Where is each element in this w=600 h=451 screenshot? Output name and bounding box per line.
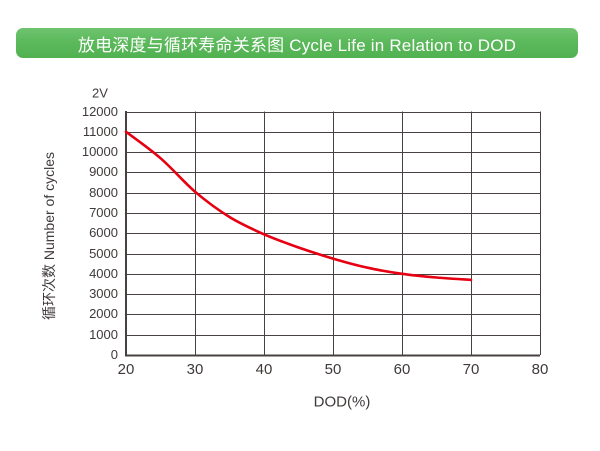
x-tick-label: 20: [117, 361, 135, 378]
y-tick-label: 6000: [89, 225, 118, 241]
y-tick-label: 4000: [89, 265, 118, 281]
x-tick-label: 60: [393, 361, 411, 378]
y-tick-label: 1000: [89, 326, 118, 342]
x-tick-label: 40: [255, 361, 273, 378]
grid-lines: [126, 111, 541, 356]
y-tick-label: 8000: [89, 184, 118, 200]
y-tick-label: 7000: [89, 204, 118, 220]
y-tick-label: 9000: [89, 164, 118, 180]
y-tick-label: 12000: [81, 103, 118, 119]
cycle-life-curve: [124, 130, 473, 282]
title-banner: 放电深度与循环寿命关系图 Cycle Life in Relation to D…: [16, 28, 578, 58]
series-voltage-label: 2V: [92, 85, 108, 101]
y-tick-label: 10000: [81, 144, 118, 160]
x-tick-label: 50: [324, 361, 342, 378]
axis-lines: [125, 111, 540, 357]
x-axis-title: DOD(%): [313, 393, 371, 411]
y-tick-label: 5000: [89, 245, 118, 261]
page-title: 放电深度与循环寿命关系图 Cycle Life in Relation to D…: [77, 35, 517, 55]
x-tick-label: 70: [462, 361, 480, 378]
y-tick-label: 11000: [82, 123, 118, 139]
x-tick-label: 30: [186, 361, 204, 378]
y-tick-label: 2000: [89, 306, 118, 322]
y-tick-label: 3000: [89, 286, 118, 302]
x-tick-label: 80: [531, 361, 549, 378]
y-tick-label: 0: [110, 347, 118, 362]
